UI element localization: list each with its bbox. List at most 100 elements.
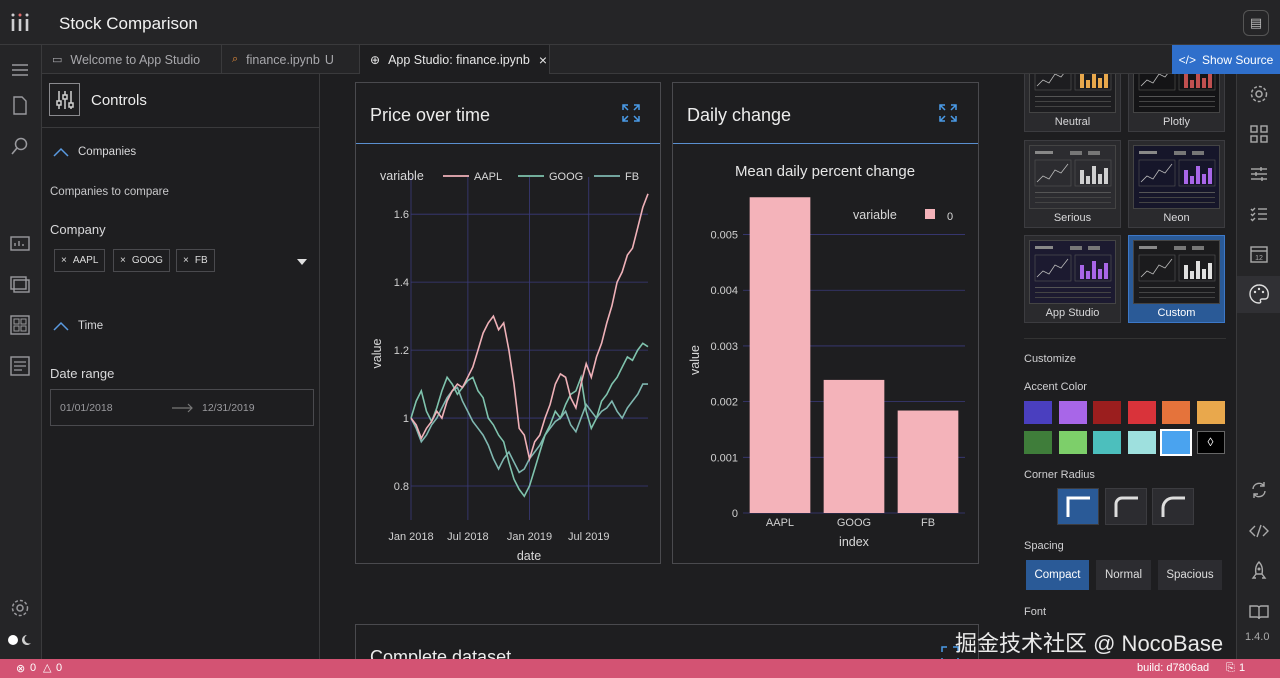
time-section-title[interactable]: Time (78, 320, 104, 332)
tab-app-studio[interactable]: ⊕ App Studio: finance.ipynb × (360, 45, 550, 74)
globe-icon: ⊕ (370, 52, 381, 67)
legend-label[interactable]: 0 (947, 211, 953, 223)
theme-neon[interactable]: Neon (1128, 140, 1225, 228)
spacing-normal-button[interactable]: Normal (1096, 560, 1151, 590)
bar-fb[interactable] (897, 410, 959, 513)
remove-chip-icon[interactable]: × (120, 255, 126, 266)
calendar-icon[interactable]: 12 (1248, 243, 1270, 265)
remove-chip-icon[interactable]: × (61, 255, 67, 266)
rocket-icon[interactable] (1248, 560, 1270, 582)
accent-swatch[interactable] (1058, 401, 1087, 424)
grid-icon[interactable] (1248, 123, 1270, 145)
thumbnail-graphic (1034, 151, 1112, 203)
accent-swatch[interactable] (1058, 431, 1087, 454)
slides-icon[interactable] (9, 274, 31, 296)
search-icon[interactable] (9, 135, 31, 157)
theme-neutral[interactable]: Neutral (1024, 74, 1121, 132)
notebook-icon: ⌕ (232, 53, 239, 65)
companies-section-title[interactable]: Companies (78, 146, 137, 158)
y-tick-label: 0 (732, 508, 738, 520)
y-tick-label: 0.002 (710, 397, 738, 409)
version-label: 1.4.0 (1245, 631, 1270, 643)
accent-swatch[interactable] (1127, 431, 1156, 454)
accent-swatch[interactable] (1093, 431, 1121, 454)
series-line-aapl (410, 193, 649, 462)
company-chip-goog[interactable]: × GOOG (113, 249, 170, 272)
accent-swatch[interactable] (1093, 401, 1121, 424)
theme-name: Custom (1157, 307, 1196, 319)
window-icon: ▭ (52, 54, 63, 66)
accent-swatch[interactable] (1160, 429, 1192, 456)
accent-swatch[interactable] (1162, 401, 1190, 424)
theme-thumbnail (1029, 145, 1116, 209)
theme-panel: Neutral Plotly Serious Neon App Studio C… (1012, 74, 1236, 660)
dropdown-caret-icon[interactable] (297, 259, 307, 265)
palette-icon[interactable] (1248, 283, 1270, 305)
legend-label[interactable]: FB (625, 171, 639, 183)
y-tick-label: 0.004 (710, 285, 738, 297)
expand-icon[interactable] (621, 103, 641, 123)
source-file-icon[interactable]: ▤ (1243, 10, 1269, 36)
file-icon[interactable] (9, 94, 31, 116)
bar-goog[interactable] (823, 379, 885, 513)
refresh-icon[interactable] (1248, 479, 1270, 501)
legend-swatch (925, 209, 935, 219)
customize-title: Customize (1024, 353, 1076, 365)
error-icon: ⊗ (16, 663, 26, 675)
bar-aapl[interactable] (749, 197, 811, 513)
y-axis-title: value (688, 345, 702, 375)
presentation-icon[interactable] (9, 234, 31, 256)
accent-swatch[interactable] (1127, 401, 1156, 424)
theme-plotly[interactable]: Plotly (1128, 74, 1225, 132)
tab-welcome[interactable]: ▭ Welcome to App Studio (42, 45, 222, 74)
settings-gear-icon[interactable] (1248, 83, 1270, 105)
code-icon[interactable] (1248, 520, 1270, 542)
legend-label[interactable]: GOOG (549, 171, 583, 183)
theme-toggle-icon[interactable] (6, 629, 34, 651)
close-icon[interactable]: × (538, 51, 548, 68)
theme-serious[interactable]: Serious (1024, 140, 1121, 228)
warning-count[interactable]: 0 (56, 662, 63, 674)
date-end[interactable]: 12/31/2019 (202, 402, 255, 414)
book-icon[interactable] (1248, 601, 1270, 623)
app-logo-icon (11, 13, 29, 31)
spacing-compact-button[interactable]: Compact (1026, 560, 1089, 590)
sliders-icon[interactable] (1248, 163, 1270, 185)
x-tick-label: Jul 2019 (568, 531, 610, 543)
legend-title: variable (380, 169, 424, 183)
accent-swatch[interactable] (1024, 401, 1052, 424)
bar-chart-title: Mean daily percent change (735, 163, 915, 180)
theme-app-studio[interactable]: App Studio (1024, 235, 1121, 323)
corner-radius-none[interactable] (1057, 488, 1099, 525)
dashboard-main: Price over time 0.8 1 1.2 1.4 1.6 Jan 2018 Jul… (320, 74, 1012, 660)
legend-label[interactable]: AAPL (474, 171, 502, 183)
chevron-up-icon[interactable] (53, 147, 69, 157)
legend-title: variable (853, 208, 897, 222)
accent-swatch[interactable] (1196, 401, 1225, 424)
dashboard-icon[interactable] (9, 314, 31, 336)
theme-custom[interactable]: Custom (1128, 235, 1225, 323)
remove-chip-icon[interactable]: × (183, 255, 189, 266)
date-range-input[interactable]: 01/01/2018 12/31/2019 (50, 389, 314, 426)
corner-radius-medium[interactable] (1105, 488, 1147, 525)
spacing-spacious-button[interactable]: Spacious (1158, 560, 1222, 590)
tab-finance-notebook[interactable]: ⌕ finance.ipynb U (222, 45, 360, 74)
corner-radius-large[interactable] (1152, 488, 1194, 525)
checklist-icon[interactable] (1248, 203, 1270, 225)
controls-title: Controls (91, 92, 147, 109)
notification-count[interactable]: 1 (1239, 662, 1246, 674)
company-chip-fb[interactable]: × FB (176, 249, 215, 272)
report-icon[interactable] (9, 355, 31, 377)
date-start[interactable]: 01/01/2018 (60, 402, 113, 414)
expand-icon[interactable] (940, 645, 960, 660)
menu-icon[interactable] (9, 59, 31, 81)
expand-icon[interactable] (938, 103, 958, 123)
settings-gear-icon[interactable] (9, 597, 31, 619)
error-count[interactable]: 0 (30, 662, 37, 674)
company-label: Company (50, 222, 106, 237)
company-chip-aapl[interactable]: × AAPL (54, 249, 106, 272)
show-source-button[interactable]: </> Show Source (1172, 45, 1280, 74)
custom-color-picker-icon[interactable]: ◊ (1196, 431, 1225, 454)
chevron-up-icon[interactable] (53, 321, 69, 331)
accent-swatch[interactable] (1024, 431, 1052, 454)
